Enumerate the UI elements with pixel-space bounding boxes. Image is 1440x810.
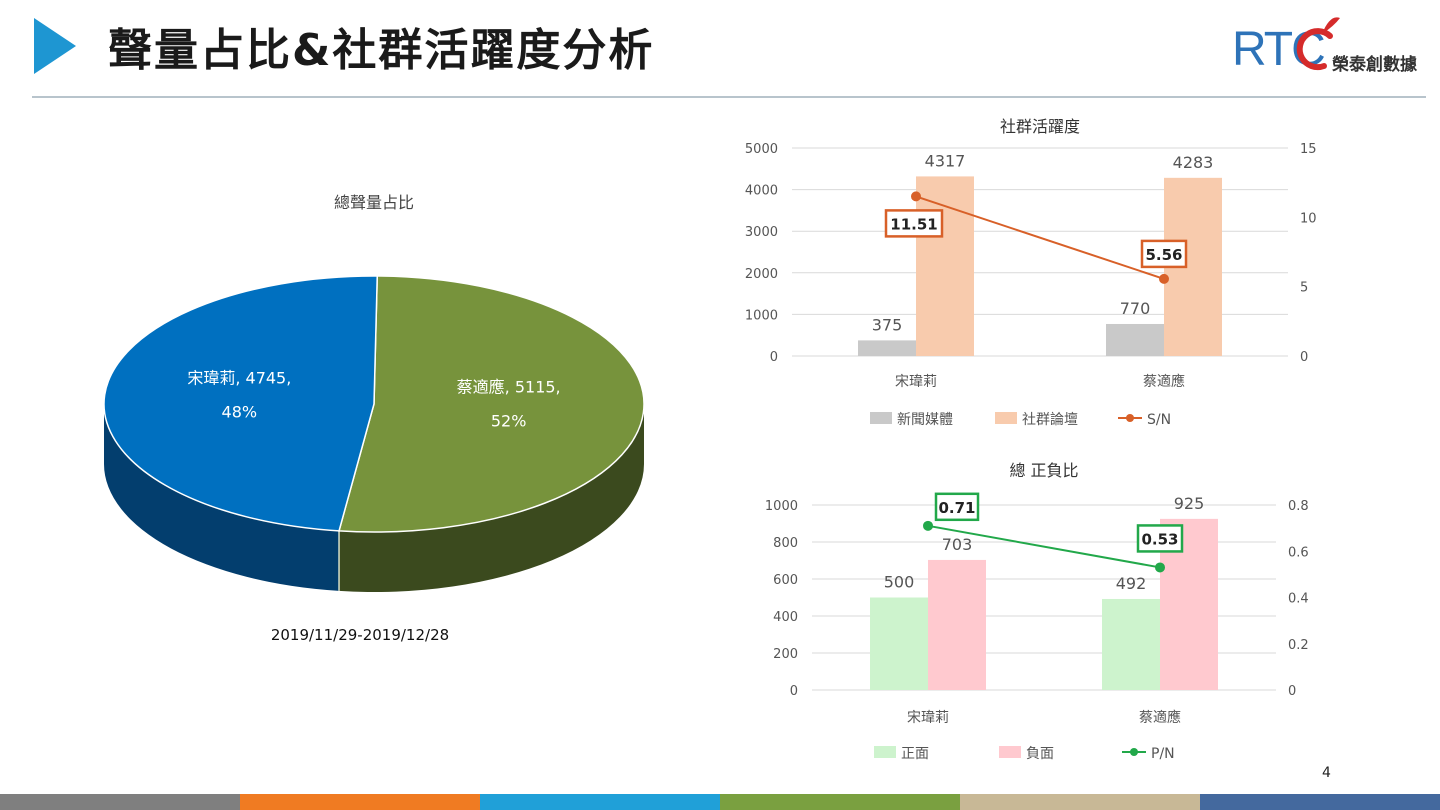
activity-ytick: 2000 (745, 267, 778, 282)
sentiment-line (927, 524, 1161, 569)
sentiment-y2tick: 0 (1288, 684, 1296, 699)
footer-segment (720, 794, 960, 810)
activity-bar-0 (858, 340, 916, 356)
pie-chart-title: 總聲量占比 (334, 193, 414, 212)
activity-legend-label: S/N (1147, 412, 1171, 428)
sentiment-ytick: 1000 (765, 499, 798, 514)
sentiment-legend-label: 負面 (1026, 746, 1054, 762)
sentiment-line-label: 0.53 (1141, 530, 1178, 548)
activity-legend-dot (1126, 414, 1134, 422)
activity-bar-1 (916, 176, 974, 356)
sentiment-bar-label-1: 703 (942, 535, 973, 554)
sentiment-bar-0 (1102, 598, 1160, 690)
sentiment-legend-label: 正面 (901, 746, 929, 762)
sentiment-ytick: 800 (773, 536, 798, 551)
activity-y2tick: 10 (1300, 211, 1317, 226)
activity-line-label-box (884, 209, 944, 238)
pie-slice-label-0: 蔡適應, 5115, (457, 378, 561, 397)
page-title: 聲量占比&社群活躍度分析 (108, 25, 655, 76)
sentiment-ytick: 200 (773, 647, 798, 662)
sentiment-line-label-box (1136, 524, 1184, 553)
pie-date-range: 2019/11/29-2019/12/28 (271, 626, 449, 644)
logo-swoosh-leaf (1322, 17, 1340, 34)
activity-y2tick: 5 (1300, 281, 1308, 296)
footer-color-bar (0, 794, 1440, 810)
header-arrow-icon (34, 18, 76, 74)
activity-legend-label: 新聞媒體 (897, 412, 953, 428)
charts-canvas: 總聲量占比 2019/11/29-2019/12/28 蔡適應, 5115, 52% 宋… (103, 17, 1340, 762)
sentiment-line-point (923, 520, 933, 531)
activity-category-label: 宋瑋莉 (895, 374, 937, 390)
sentiment-ytick: 400 (773, 610, 798, 625)
activity-line-point (911, 191, 921, 202)
activity-line (915, 195, 1165, 280)
activity-bar-label-1: 4283 (1173, 153, 1214, 172)
pie-slice-1 (103, 275, 379, 532)
header-divider (32, 96, 1426, 98)
activity-line-label: 11.51 (890, 215, 937, 233)
activity-line-label: 5.56 (1145, 246, 1182, 264)
sentiment-bar-0 (870, 597, 928, 690)
activity-line-point (1159, 273, 1169, 284)
sentiment-category-label: 蔡適應 (1139, 709, 1181, 726)
pie-slice-label-1: 宋瑋莉, 4745, (187, 368, 291, 387)
footer-segment (240, 794, 480, 810)
activity-legend-label: 社群論壇 (1022, 411, 1078, 428)
sentiment-category-label: 宋瑋莉 (907, 710, 949, 726)
footer-segment (1200, 794, 1440, 810)
sentiment-y2tick: 0.6 (1288, 545, 1309, 560)
sentiment-legend-dot (1130, 748, 1138, 756)
activity-title: 社群活躍度 (1000, 117, 1080, 136)
activity-ytick: 0 (770, 350, 778, 365)
logo-swoosh-icon (1296, 17, 1340, 71)
footer-segment (480, 794, 720, 810)
sentiment-bar-label-0: 500 (884, 573, 915, 592)
activity-legend-swatch (870, 412, 892, 424)
pie-side-0 (339, 404, 644, 592)
sentiment-line-label-box (934, 492, 980, 522)
activity-category-label: 蔡適應 (1143, 373, 1185, 390)
sentiment-line-label: 0.71 (938, 499, 975, 517)
sentiment-y2tick: 0.8 (1288, 499, 1309, 514)
sentiment-line-point (1155, 562, 1165, 573)
sentiment-ytick: 600 (773, 573, 798, 588)
activity-bar-label-1: 4317 (925, 151, 966, 170)
activity-ytick: 3000 (745, 225, 778, 240)
activity-ytick: 1000 (745, 308, 778, 323)
activity-ytick: 4000 (745, 184, 778, 199)
activity-legend-swatch (995, 412, 1017, 424)
page-number: 4 (1322, 765, 1331, 781)
activity-bar-label-0: 770 (1120, 299, 1151, 318)
activity-bar-0 (1106, 323, 1164, 356)
sentiment-y2tick: 0.4 (1288, 592, 1309, 607)
activity-y2tick: 0 (1300, 350, 1308, 365)
activity-y2tick: 15 (1300, 142, 1317, 157)
sentiment-y2tick: 0.2 (1288, 638, 1309, 653)
sentiment-title: 總 正負比 (1009, 461, 1078, 480)
sentiment-legend-swatch (874, 746, 896, 758)
pie-slice-percent-1: 48% (222, 402, 258, 421)
sentiment-bar-1 (928, 559, 986, 690)
sentiment-bar-label-1: 925 (1174, 494, 1205, 513)
pie-slice-percent-0: 52% (491, 412, 527, 431)
sentiment-ytick: 0 (790, 684, 798, 699)
activity-line-label-box (1140, 239, 1188, 269)
activity-ytick: 5000 (745, 142, 778, 157)
footer-segment (0, 794, 240, 810)
logo-name: 榮泰創數據 (1332, 55, 1417, 75)
activity-bar-label-0: 375 (872, 315, 903, 334)
sentiment-bar-label-0: 492 (1116, 574, 1147, 593)
pie-slice-0 (338, 275, 645, 533)
sentiment-legend-label: P/N (1151, 746, 1175, 762)
pie-side-1 (104, 404, 340, 591)
footer-segment (960, 794, 1200, 810)
logo-swoosh-arc (1296, 28, 1333, 71)
sentiment-legend-swatch (999, 746, 1021, 758)
